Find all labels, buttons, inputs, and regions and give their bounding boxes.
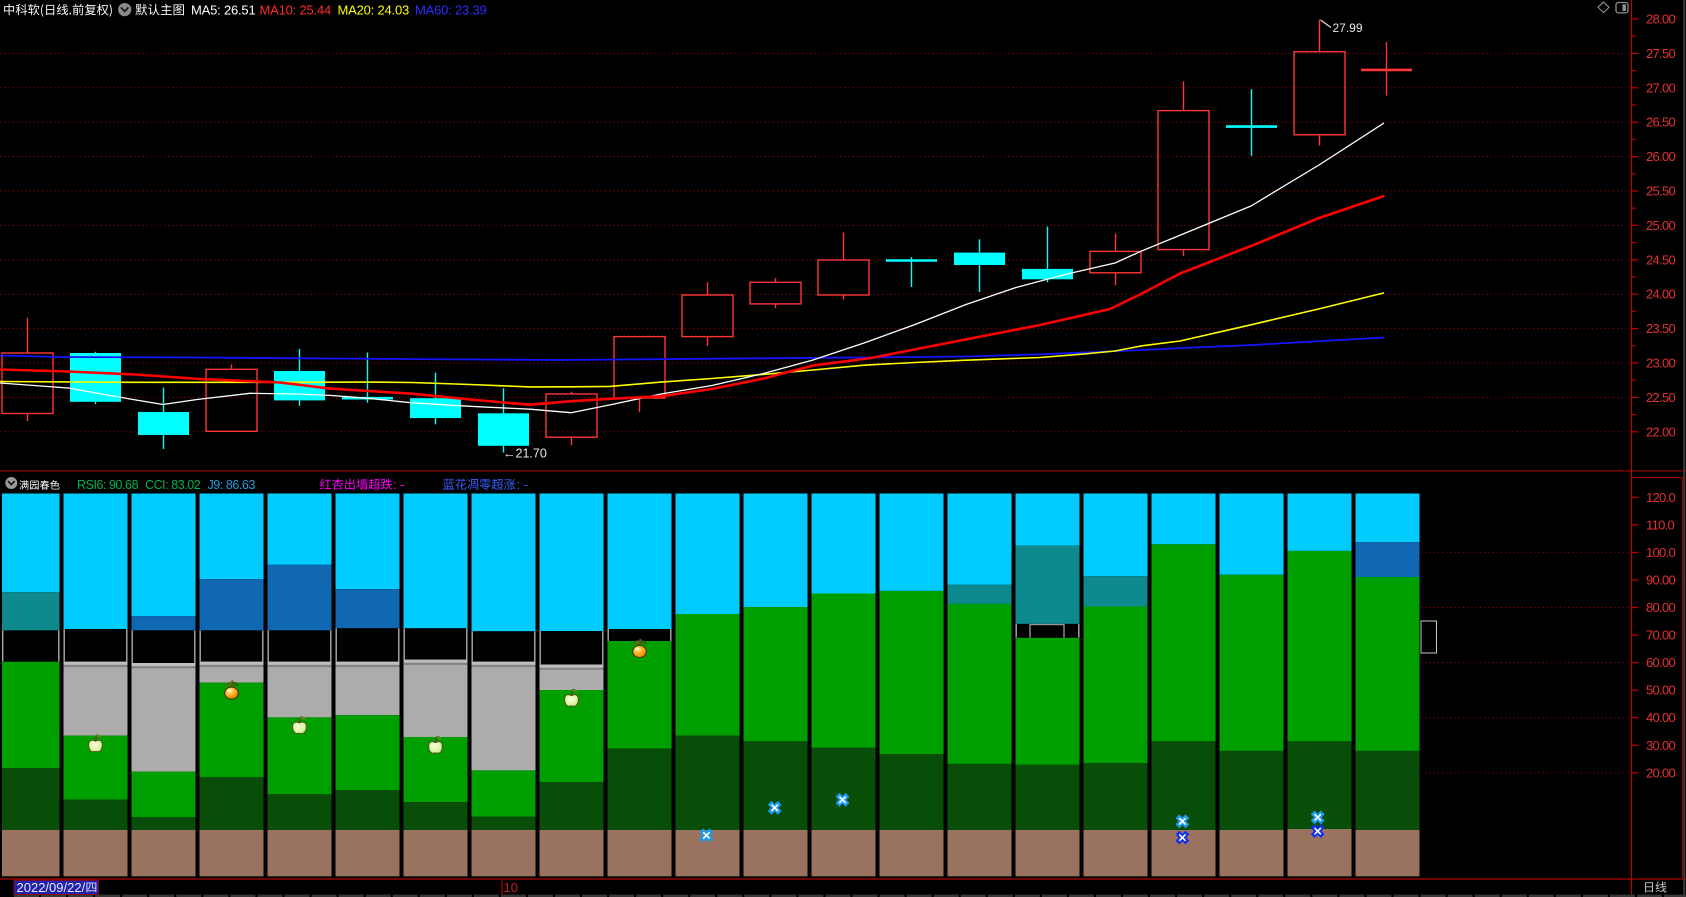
svg-text:MA20: 24.03: MA20: 24.03	[338, 2, 410, 17]
svg-text:70.00: 70.00	[1646, 628, 1676, 643]
svg-text:RSI6: 90.68: RSI6: 90.68	[77, 478, 139, 492]
svg-text:120.0: 120.0	[1646, 490, 1676, 505]
svg-text:22.50: 22.50	[1646, 390, 1676, 405]
svg-text:MA5: 26.51: MA5: 26.51	[191, 2, 256, 17]
svg-text:24.50: 24.50	[1646, 252, 1676, 267]
svg-text:20.00: 20.00	[1646, 765, 1676, 780]
svg-text:←21.70: ←21.70	[503, 447, 547, 461]
svg-text:110.0: 110.0	[1646, 517, 1675, 532]
svg-text:23.00: 23.00	[1646, 356, 1676, 371]
svg-text:28.00: 28.00	[1646, 12, 1676, 27]
svg-text:2022/09/22/: 2022/09/22/	[17, 880, 86, 895]
svg-text:10: 10	[504, 880, 518, 895]
svg-text:23.50: 23.50	[1646, 321, 1676, 336]
svg-text:MA10: 25.44: MA10: 25.44	[260, 2, 332, 17]
svg-text:24.00: 24.00	[1646, 287, 1676, 302]
svg-text:50.00: 50.00	[1646, 683, 1676, 698]
svg-text:100.0: 100.0	[1646, 545, 1676, 560]
svg-text:26.50: 26.50	[1646, 115, 1676, 130]
svg-text:27.50: 27.50	[1646, 46, 1676, 61]
svg-text:25.50: 25.50	[1646, 184, 1676, 199]
svg-text:27.00: 27.00	[1646, 80, 1676, 95]
svg-text:27.99: 27.99	[1333, 21, 1363, 35]
svg-text:30.00: 30.00	[1646, 738, 1676, 753]
svg-text:CCI: 83.02: CCI: 83.02	[145, 478, 201, 492]
svg-text:J9: 86.63: J9: 86.63	[208, 478, 256, 492]
svg-text:25.00: 25.00	[1646, 218, 1676, 233]
svg-text:90.00: 90.00	[1646, 572, 1676, 587]
svg-text:: -: : -	[393, 477, 405, 492]
svg-text:: -: : -	[517, 477, 529, 492]
svg-text:MA60: 23.39: MA60: 23.39	[415, 2, 487, 17]
svg-text:80.00: 80.00	[1646, 600, 1676, 615]
svg-text:22.00: 22.00	[1646, 424, 1676, 439]
svg-text:40.00: 40.00	[1646, 710, 1676, 725]
svg-text:26.00: 26.00	[1646, 149, 1676, 164]
svg-text:60.00: 60.00	[1646, 655, 1676, 670]
